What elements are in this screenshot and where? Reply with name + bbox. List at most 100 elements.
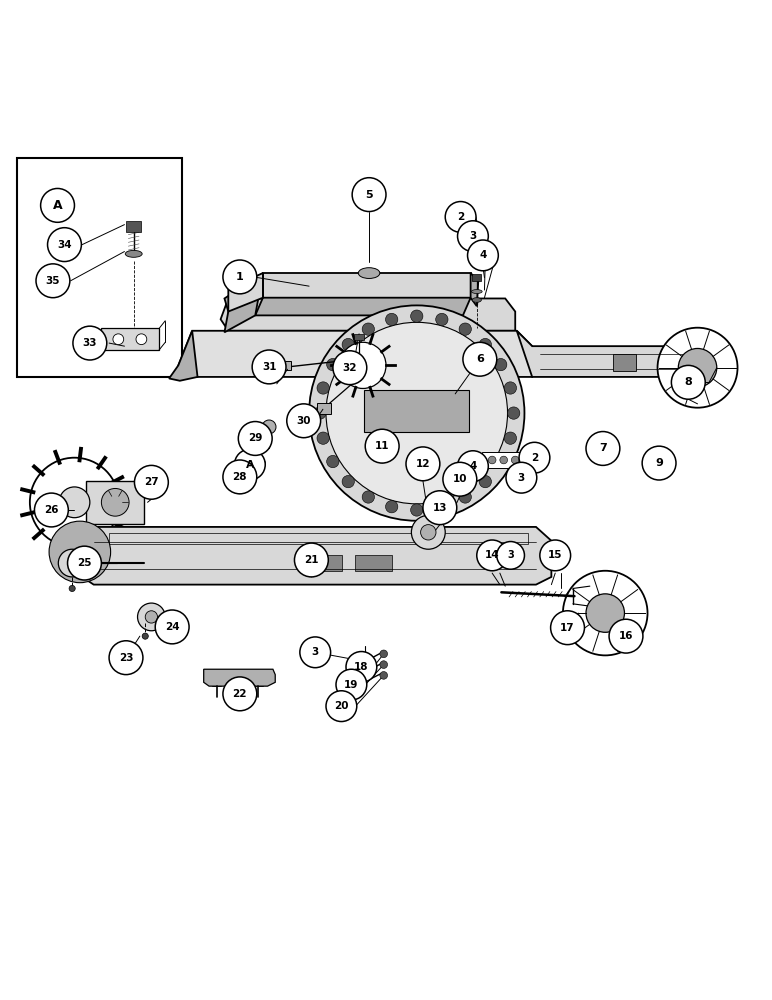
Circle shape bbox=[342, 338, 354, 351]
Circle shape bbox=[489, 456, 496, 464]
Circle shape bbox=[365, 429, 399, 463]
Text: 16: 16 bbox=[618, 631, 633, 641]
Circle shape bbox=[459, 491, 472, 503]
Circle shape bbox=[458, 451, 489, 482]
Text: 22: 22 bbox=[232, 689, 247, 699]
Circle shape bbox=[223, 460, 257, 494]
Text: 4: 4 bbox=[469, 461, 476, 471]
Circle shape bbox=[223, 260, 257, 294]
Circle shape bbox=[463, 342, 496, 376]
Circle shape bbox=[317, 382, 330, 394]
Circle shape bbox=[443, 462, 477, 496]
Polygon shape bbox=[178, 331, 532, 377]
Circle shape bbox=[380, 650, 388, 658]
Polygon shape bbox=[263, 273, 471, 298]
Circle shape bbox=[342, 475, 354, 488]
FancyBboxPatch shape bbox=[17, 158, 182, 377]
Ellipse shape bbox=[358, 268, 380, 278]
Circle shape bbox=[642, 446, 676, 480]
Circle shape bbox=[59, 487, 90, 518]
Circle shape bbox=[145, 611, 157, 623]
Circle shape bbox=[36, 264, 69, 298]
Text: 4: 4 bbox=[479, 250, 486, 260]
Circle shape bbox=[327, 358, 339, 371]
Circle shape bbox=[586, 594, 625, 632]
Circle shape bbox=[411, 504, 423, 516]
Circle shape bbox=[458, 221, 489, 252]
Ellipse shape bbox=[125, 250, 142, 257]
Circle shape bbox=[445, 202, 476, 232]
FancyBboxPatch shape bbox=[317, 403, 330, 414]
Circle shape bbox=[309, 305, 524, 521]
Circle shape bbox=[423, 491, 457, 525]
Polygon shape bbox=[229, 273, 263, 312]
Text: 24: 24 bbox=[165, 622, 179, 632]
Circle shape bbox=[468, 240, 498, 271]
Circle shape bbox=[435, 313, 448, 326]
Ellipse shape bbox=[472, 290, 482, 293]
FancyBboxPatch shape bbox=[86, 481, 144, 524]
Text: 27: 27 bbox=[144, 477, 159, 487]
FancyBboxPatch shape bbox=[472, 274, 482, 281]
Ellipse shape bbox=[249, 458, 266, 468]
Circle shape bbox=[41, 188, 74, 222]
Circle shape bbox=[101, 488, 129, 516]
FancyBboxPatch shape bbox=[364, 390, 469, 432]
Circle shape bbox=[496, 542, 524, 569]
Text: 21: 21 bbox=[304, 555, 319, 565]
Circle shape bbox=[586, 432, 620, 465]
Circle shape bbox=[49, 521, 110, 583]
Circle shape bbox=[313, 407, 326, 419]
Circle shape bbox=[495, 358, 507, 371]
Text: 2: 2 bbox=[457, 212, 464, 222]
Text: 13: 13 bbox=[432, 503, 447, 513]
Circle shape bbox=[113, 334, 124, 345]
Circle shape bbox=[380, 672, 388, 679]
Circle shape bbox=[326, 322, 507, 504]
Circle shape bbox=[504, 432, 516, 444]
FancyBboxPatch shape bbox=[126, 221, 141, 232]
Circle shape bbox=[340, 342, 386, 388]
Circle shape bbox=[459, 323, 472, 335]
Circle shape bbox=[506, 462, 537, 493]
Circle shape bbox=[609, 619, 643, 653]
Text: 29: 29 bbox=[248, 433, 262, 443]
Circle shape bbox=[495, 455, 507, 468]
Text: 35: 35 bbox=[46, 276, 60, 286]
FancyBboxPatch shape bbox=[101, 328, 159, 350]
Polygon shape bbox=[204, 669, 276, 686]
Circle shape bbox=[73, 326, 107, 360]
Circle shape bbox=[385, 313, 398, 326]
Text: 32: 32 bbox=[343, 363, 357, 373]
Circle shape bbox=[69, 585, 75, 592]
Polygon shape bbox=[221, 298, 515, 331]
Polygon shape bbox=[225, 273, 263, 332]
Circle shape bbox=[421, 525, 436, 540]
FancyBboxPatch shape bbox=[354, 334, 364, 340]
Text: 11: 11 bbox=[375, 441, 389, 451]
Circle shape bbox=[262, 420, 276, 434]
Circle shape bbox=[317, 432, 330, 444]
Circle shape bbox=[385, 501, 398, 513]
Circle shape bbox=[48, 228, 81, 262]
Circle shape bbox=[239, 422, 273, 455]
Circle shape bbox=[406, 447, 440, 481]
Circle shape bbox=[35, 493, 68, 527]
Polygon shape bbox=[80, 527, 551, 585]
Circle shape bbox=[59, 549, 86, 577]
Text: A: A bbox=[52, 199, 63, 212]
Circle shape bbox=[155, 610, 189, 644]
Text: 33: 33 bbox=[83, 338, 97, 348]
Text: 3: 3 bbox=[507, 550, 514, 560]
FancyBboxPatch shape bbox=[613, 354, 636, 371]
Circle shape bbox=[67, 546, 101, 580]
Circle shape bbox=[411, 515, 445, 549]
Circle shape bbox=[672, 365, 706, 399]
Circle shape bbox=[563, 571, 648, 655]
Text: 5: 5 bbox=[365, 190, 373, 200]
Text: 1: 1 bbox=[236, 272, 244, 282]
Circle shape bbox=[252, 350, 286, 384]
Circle shape bbox=[362, 323, 374, 335]
Text: 20: 20 bbox=[334, 701, 349, 711]
Text: 3: 3 bbox=[312, 647, 319, 657]
